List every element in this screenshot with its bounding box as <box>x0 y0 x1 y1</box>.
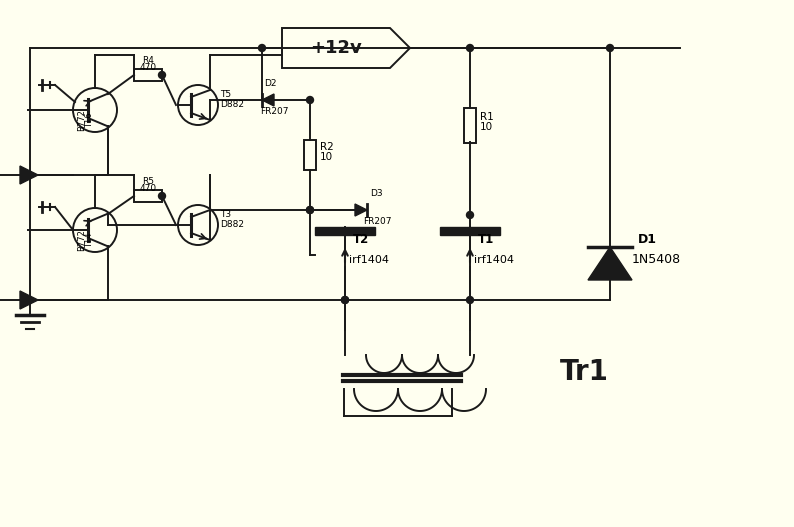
Text: 10: 10 <box>320 152 333 162</box>
Polygon shape <box>262 94 274 106</box>
Polygon shape <box>20 291 38 309</box>
Bar <box>304 140 316 170</box>
Text: 10: 10 <box>480 122 493 132</box>
Polygon shape <box>355 204 367 216</box>
Bar <box>134 69 162 81</box>
Bar <box>315 227 375 235</box>
Text: D3: D3 <box>370 189 383 198</box>
Circle shape <box>341 297 349 304</box>
Circle shape <box>306 96 314 103</box>
Text: FR207: FR207 <box>260 107 288 116</box>
Text: T14: T14 <box>85 232 94 248</box>
Text: D882: D882 <box>220 100 244 109</box>
Text: 1N5408: 1N5408 <box>632 253 681 266</box>
Text: B772: B772 <box>77 229 86 251</box>
Text: R4: R4 <box>142 56 154 65</box>
Text: B772: B772 <box>77 109 86 131</box>
Bar <box>440 227 500 235</box>
Text: +12v: +12v <box>310 39 362 57</box>
Text: D1: D1 <box>638 233 657 246</box>
Text: T2: T2 <box>353 233 369 246</box>
Bar <box>464 108 476 142</box>
Bar <box>134 190 162 202</box>
Circle shape <box>259 44 265 52</box>
Polygon shape <box>282 28 410 68</box>
Circle shape <box>467 44 473 52</box>
Circle shape <box>159 72 165 79</box>
Text: 470: 470 <box>140 63 156 72</box>
Text: R1: R1 <box>480 112 494 122</box>
Circle shape <box>467 297 473 304</box>
Circle shape <box>607 44 614 52</box>
Text: 470: 470 <box>140 184 156 193</box>
Text: R2: R2 <box>320 142 333 152</box>
Polygon shape <box>588 247 632 280</box>
Text: D2: D2 <box>264 79 276 88</box>
Polygon shape <box>20 166 38 184</box>
Circle shape <box>306 207 314 213</box>
Circle shape <box>159 192 165 200</box>
Text: Tr1: Tr1 <box>560 358 609 386</box>
Text: T16: T16 <box>85 112 94 128</box>
Text: D882: D882 <box>220 220 244 229</box>
Circle shape <box>306 207 314 213</box>
Circle shape <box>467 211 473 219</box>
Text: R5: R5 <box>142 177 154 186</box>
Text: FR207: FR207 <box>363 217 391 226</box>
Text: irf1404: irf1404 <box>349 255 389 265</box>
Text: T5: T5 <box>220 90 231 99</box>
Circle shape <box>341 297 349 304</box>
Text: irf1404: irf1404 <box>474 255 514 265</box>
Text: T3: T3 <box>220 210 231 219</box>
Text: T1: T1 <box>478 233 494 246</box>
